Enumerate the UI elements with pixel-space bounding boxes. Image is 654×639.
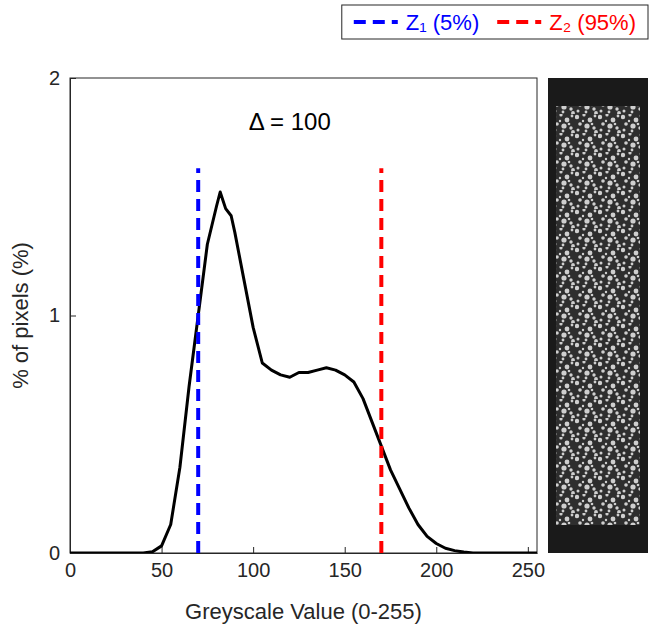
tick: 150 (329, 547, 362, 581)
tick-label: 200 (420, 559, 453, 581)
tick-mark (70, 316, 76, 317)
plot-area (70, 168, 537, 553)
tick-label: 0 (49, 542, 60, 564)
specimen-image (548, 78, 648, 553)
tick-label: 100 (237, 559, 270, 581)
tick-label: 50 (151, 559, 173, 581)
tick-mark (162, 547, 163, 553)
threshold-line (196, 168, 200, 553)
tick-label: 250 (512, 559, 545, 581)
y-axis: 0 1 2 (49, 67, 76, 564)
specimen-speckle (556, 106, 640, 525)
legend-label: Z₂ (95%) (549, 10, 636, 35)
legend: Z₁ (5%) Z₂ (95%) (342, 5, 648, 39)
y-axis-title: % of pixels (%) (8, 242, 33, 389)
specimen-background (548, 78, 648, 553)
tick-mark (253, 547, 254, 553)
tick: 100 (237, 547, 270, 581)
tick-label: 0 (65, 559, 76, 581)
legend-swatch (354, 20, 398, 24)
tick-label: 150 (329, 559, 362, 581)
annotation: Δ = 100 (249, 108, 331, 135)
legend-swatch (497, 20, 541, 24)
tick-mark (436, 547, 437, 553)
tick-label: 2 (49, 67, 60, 89)
tick-mark (345, 547, 346, 553)
plot-frame (70, 78, 537, 553)
x-axis-title: Greyscale Value (0-255) (185, 599, 422, 624)
legend-item: Z₁ (5%) (354, 10, 479, 35)
chart: 0 50 100 150 200 250 0 1 2 Δ = 100 Greyscale Value… (0, 0, 654, 639)
threshold-line (379, 168, 383, 553)
tick: 200 (420, 547, 453, 581)
legend-box (342, 5, 648, 39)
histogram-line (70, 192, 537, 553)
tick-label: 1 (49, 304, 60, 326)
tick: 1 (49, 304, 76, 326)
legend-label: Z₁ (5%) (406, 10, 479, 35)
legend-item: Z₂ (95%) (497, 10, 636, 35)
